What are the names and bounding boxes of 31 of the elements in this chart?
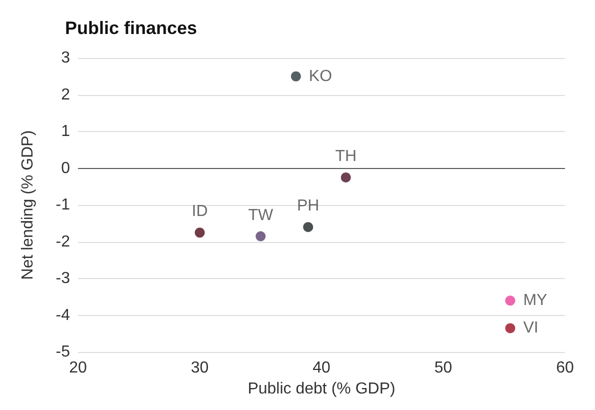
point	[256, 231, 266, 242]
x-tick-label: 40	[312, 360, 330, 377]
point	[303, 222, 314, 232]
y-tick-label: -5	[56, 344, 70, 361]
x-tick-label: 50	[434, 360, 452, 377]
point	[290, 71, 301, 82]
y-tick-label: -2	[56, 233, 70, 250]
y-tick-label: 2	[61, 86, 70, 104]
y-tick-label: 0	[61, 160, 70, 177]
series-label: TW	[248, 206, 274, 224]
chart-title: Public finances	[65, 18, 198, 38]
y-axis-title: Net lending (% GDP)	[20, 130, 36, 280]
x-axis-title: Public debt (% GDP)	[248, 380, 396, 398]
series-label: TH	[335, 148, 357, 165]
x-tick-label: 30	[190, 360, 209, 377]
point	[505, 323, 516, 334]
point	[505, 296, 516, 306]
point	[340, 172, 351, 182]
x-tick-label: 20	[69, 360, 87, 377]
series-label: VI	[523, 320, 538, 337]
y-tick-label: -1	[56, 196, 70, 214]
point	[194, 228, 205, 238]
y-tick-label: 3	[61, 50, 70, 66]
y-tick-label: 1	[61, 123, 70, 140]
x-tick-label: 60	[556, 360, 574, 377]
series-label: ID	[192, 203, 208, 220]
y-tick-label: -3	[56, 270, 70, 288]
y-tick-label: -4	[56, 306, 70, 324]
series-label: PH	[296, 198, 320, 215]
series-label: MY	[523, 292, 548, 310]
series-label: KO	[308, 68, 332, 85]
